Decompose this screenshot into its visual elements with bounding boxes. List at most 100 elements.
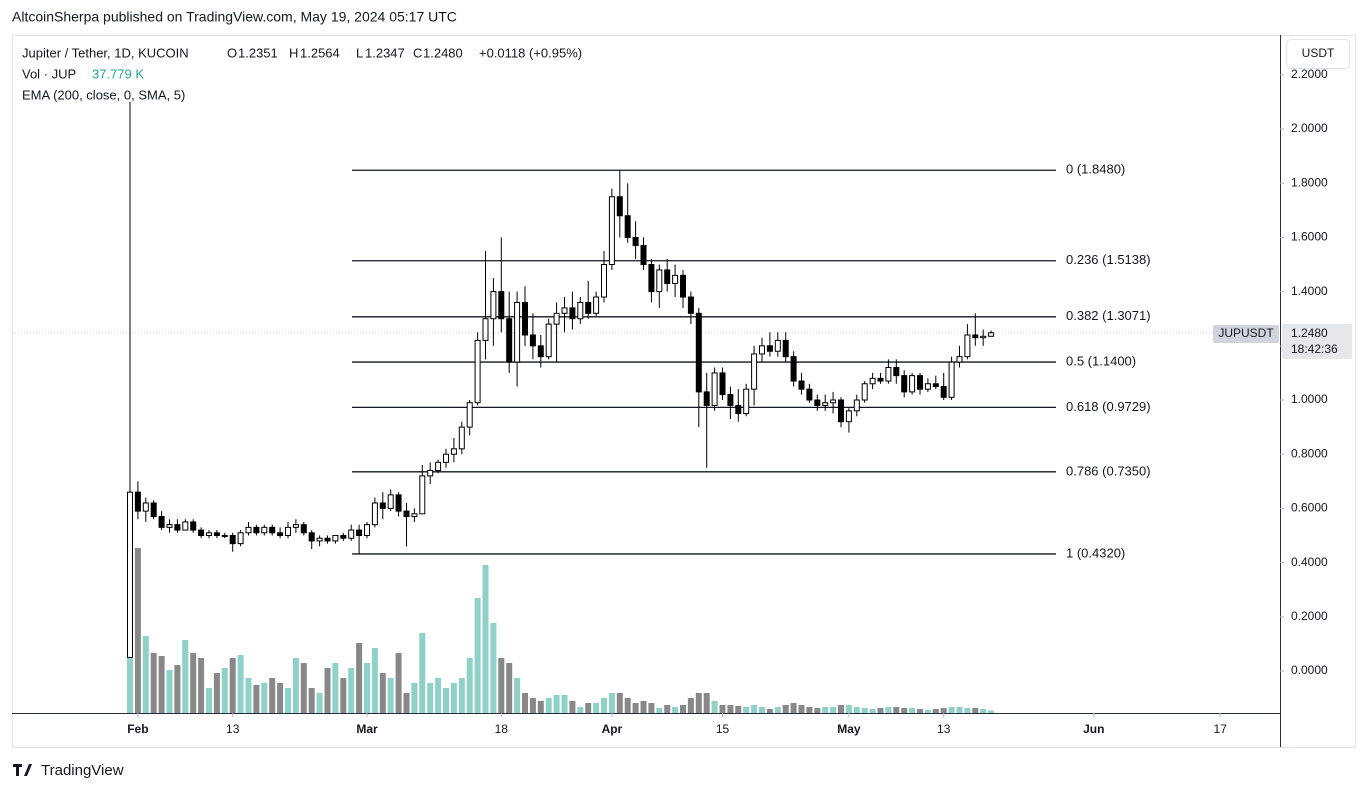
volume-bar bbox=[395, 653, 402, 713]
candle-body bbox=[150, 502, 157, 518]
volume-bar bbox=[198, 658, 205, 713]
x-tick-label: Mar bbox=[356, 722, 378, 736]
volume-bar bbox=[806, 707, 813, 713]
candle-body bbox=[901, 375, 908, 393]
footer-logo[interactable]: TradingView bbox=[13, 762, 124, 779]
volume-bar bbox=[237, 655, 244, 713]
volume-bar bbox=[514, 678, 521, 713]
volume-bar bbox=[419, 633, 426, 713]
candle-body bbox=[640, 245, 647, 266]
candle-body bbox=[261, 526, 268, 534]
candle-body bbox=[466, 402, 473, 428]
candle-body bbox=[253, 526, 260, 534]
volume-bar bbox=[877, 708, 884, 713]
candle-body bbox=[206, 532, 212, 537]
fib-label: 1 (0.4320) bbox=[1066, 545, 1125, 560]
volume-bar bbox=[308, 688, 315, 713]
volume-bar bbox=[577, 707, 584, 713]
fib-label: 0.786 (0.7350) bbox=[1066, 463, 1151, 478]
y-tick-label: 0.6000 bbox=[1291, 501, 1328, 515]
candle-body bbox=[632, 236, 639, 247]
candle-body bbox=[869, 377, 876, 385]
ticker-tag-bg bbox=[1213, 325, 1279, 343]
volume-bar bbox=[782, 705, 789, 713]
legend-o: O bbox=[227, 45, 237, 60]
candle-body bbox=[948, 361, 955, 398]
volume-bar bbox=[790, 703, 797, 713]
volume-bar bbox=[608, 693, 615, 713]
candle-body bbox=[387, 494, 394, 509]
candle-body bbox=[300, 524, 307, 534]
candle-body bbox=[395, 494, 402, 512]
legend-l: L bbox=[356, 45, 363, 60]
volume-bar bbox=[680, 705, 686, 713]
legend-open: 1.2351 bbox=[238, 45, 278, 60]
legend-h: H bbox=[289, 45, 298, 60]
candle-body bbox=[877, 377, 884, 382]
candle-body bbox=[356, 529, 363, 537]
volume-bar bbox=[988, 710, 995, 713]
volume-bar bbox=[561, 695, 568, 713]
volume-bar bbox=[972, 708, 979, 713]
candle-body bbox=[711, 372, 718, 406]
candle-body bbox=[695, 312, 702, 393]
candle-body bbox=[569, 307, 576, 320]
volume-bar bbox=[980, 709, 987, 713]
volume-bar bbox=[830, 707, 837, 713]
y-tick-label: 0.8000 bbox=[1291, 446, 1328, 460]
legend-change: +0.0118 (+0.95%) bbox=[479, 45, 582, 60]
candle-body bbox=[482, 318, 489, 341]
candle-body bbox=[537, 345, 544, 358]
candle-body bbox=[158, 516, 165, 528]
candle-body bbox=[932, 383, 939, 387]
candle-body bbox=[277, 532, 284, 537]
legend-symbol: Jupiter / Tether, 1D, KUCOIN bbox=[22, 45, 189, 60]
volume-bar bbox=[711, 701, 718, 713]
volume-bar bbox=[435, 678, 442, 713]
volume-bar bbox=[656, 708, 663, 713]
candle-body bbox=[332, 535, 339, 542]
volume-bar bbox=[838, 705, 844, 713]
candle-body bbox=[127, 491, 133, 658]
volume-bar bbox=[601, 698, 607, 713]
volume-bar bbox=[245, 678, 252, 713]
fib-label: 0 (1.8480) bbox=[1066, 162, 1125, 177]
volume-bar bbox=[316, 693, 323, 713]
candle-body bbox=[229, 535, 236, 545]
volume-bar bbox=[482, 565, 489, 713]
volume-bar bbox=[719, 705, 726, 713]
candle-body bbox=[134, 491, 141, 512]
volume-bar bbox=[964, 708, 971, 713]
candle-body bbox=[371, 502, 378, 526]
volume-bar bbox=[458, 678, 465, 713]
x-tick-label: Feb bbox=[127, 722, 148, 736]
candle-body bbox=[142, 502, 149, 512]
y-tick-label: 0.0000 bbox=[1291, 663, 1328, 677]
candle-body bbox=[593, 296, 600, 314]
x-tick-label: 17 bbox=[1214, 722, 1228, 736]
volume-bar bbox=[150, 653, 157, 713]
y-tick-label: 2.0000 bbox=[1291, 121, 1328, 135]
candle-body bbox=[798, 380, 805, 390]
candle-body bbox=[830, 399, 837, 404]
volume-bar bbox=[569, 701, 576, 713]
candle-body bbox=[893, 366, 900, 377]
candle-body bbox=[608, 196, 615, 266]
candle-body bbox=[308, 532, 315, 542]
candle-body bbox=[474, 339, 481, 404]
candle-body bbox=[514, 301, 521, 363]
volume-bar bbox=[411, 683, 418, 713]
candle-body bbox=[664, 269, 671, 284]
candle-body bbox=[529, 334, 536, 347]
candle-body bbox=[585, 301, 592, 314]
candle-body bbox=[727, 394, 734, 406]
volume-bar bbox=[269, 678, 276, 713]
candle-body bbox=[379, 502, 386, 509]
candle-body bbox=[774, 339, 781, 352]
currency-box[interactable] bbox=[1286, 39, 1350, 69]
candle-body bbox=[909, 375, 916, 393]
candle-body bbox=[545, 323, 552, 358]
volume-bar bbox=[253, 685, 260, 713]
candle-body bbox=[972, 334, 979, 339]
volume-bar bbox=[545, 698, 552, 713]
